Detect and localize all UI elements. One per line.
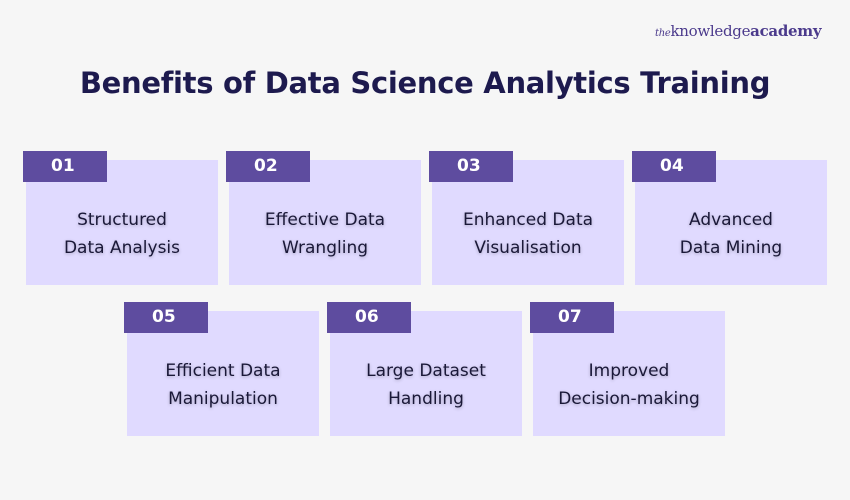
card-number: 02 — [226, 151, 310, 182]
benefit-card: 07 Improved Decision-making — [530, 302, 725, 436]
benefit-card: 02 Effective Data Wrangling — [226, 151, 421, 285]
card-label: Enhanced Data Visualisation — [462, 210, 594, 258]
benefit-card: 01 Structured Data Analysis — [23, 151, 218, 285]
card-label: Large Dataset Handling — [366, 361, 486, 409]
benefit-card: 05 Efficient Data Manipulation — [124, 302, 319, 436]
page-title: Benefits of Data Science Analytics Train… — [79, 66, 771, 100]
card-number: 05 — [124, 302, 208, 333]
benefit-card: 03 Enhanced Data Visualisation — [429, 151, 624, 285]
card-number: 04 — [632, 151, 716, 182]
card-label: Effective Data Wrangling — [264, 210, 386, 258]
card-label: Advanced Data Mining — [679, 210, 783, 258]
logo: theknowledgeacademy — [655, 22, 822, 40]
card-number: 03 — [429, 151, 513, 182]
benefit-card: 06 Large Dataset Handling — [327, 302, 522, 436]
benefit-card: 04 Advanced Data Mining — [632, 151, 827, 285]
card-label: Improved Decision-making — [558, 361, 700, 409]
card-label: Efficient Data Manipulation — [165, 361, 281, 409]
card-label: Structured Data Analysis — [63, 210, 181, 258]
card-number: 06 — [327, 302, 411, 333]
card-number: 01 — [23, 151, 107, 182]
card-number: 07 — [530, 302, 614, 333]
